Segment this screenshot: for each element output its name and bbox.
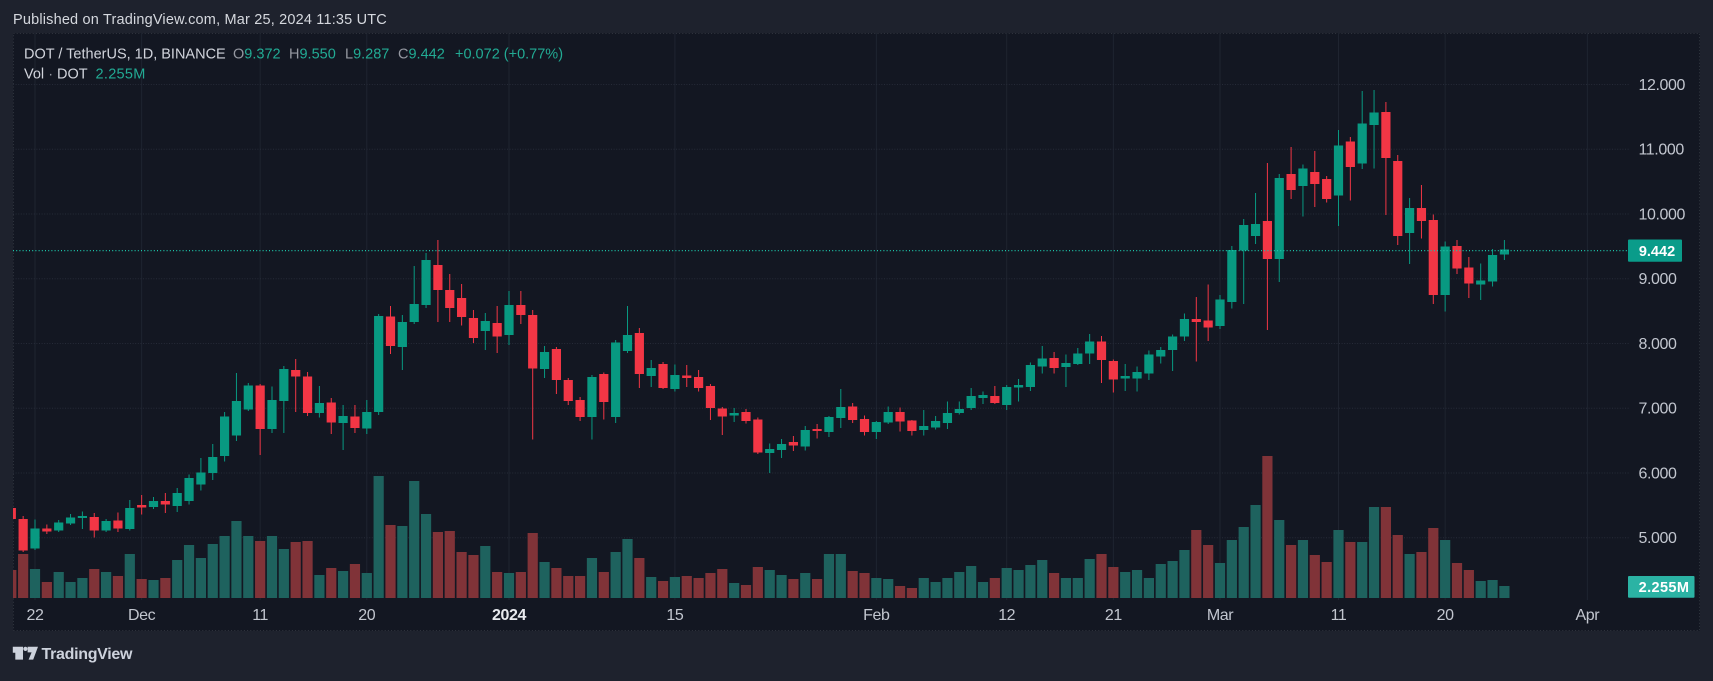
svg-text:8.000: 8.000 (1639, 336, 1678, 353)
svg-text:15: 15 (666, 607, 683, 624)
svg-text:11: 11 (1331, 607, 1347, 624)
svg-text:11: 11 (252, 607, 268, 624)
svg-text:2024: 2024 (492, 607, 526, 624)
svg-text:DOT / TetherUS, 1D, BINANCE: DOT / TetherUS, 1D, BINANCE (24, 47, 226, 63)
svg-text:9.000: 9.000 (1639, 271, 1678, 288)
svg-text:21: 21 (1105, 607, 1122, 624)
svg-text:L9.287: L9.287 (345, 47, 389, 63)
svg-text:Vol · DOT: Vol · DOT (24, 67, 88, 83)
svg-text:20: 20 (1437, 607, 1454, 624)
svg-text:5.000: 5.000 (1639, 530, 1678, 547)
svg-text:2.255M: 2.255M (96, 67, 146, 83)
svg-text:Mar: Mar (1207, 607, 1234, 624)
svg-text:22: 22 (27, 607, 44, 624)
svg-text:12.000: 12.000 (1639, 77, 1686, 94)
svg-text:Feb: Feb (863, 607, 890, 624)
svg-text:20: 20 (358, 607, 375, 624)
svg-text:Apr: Apr (1575, 607, 1600, 624)
svg-text:9.442: 9.442 (1639, 244, 1675, 260)
svg-text:12: 12 (998, 607, 1015, 624)
svg-text:C9.442: C9.442 (398, 47, 445, 63)
svg-text:11.000: 11.000 (1639, 142, 1685, 159)
svg-text:2.255M: 2.255M (1639, 580, 1690, 596)
svg-text:10.000: 10.000 (1639, 206, 1686, 223)
svg-text:H9.550: H9.550 (289, 47, 336, 63)
svg-text:Published on TradingView.com,: Published on TradingView.com, Mar 25, 20… (13, 12, 387, 28)
svg-text:7.000: 7.000 (1639, 401, 1678, 418)
svg-text:+0.072 (+0.77%): +0.072 (+0.77%) (455, 47, 563, 63)
svg-text:O9.372: O9.372 (233, 47, 281, 63)
svg-text:Dec: Dec (128, 607, 156, 624)
svg-text:6.000: 6.000 (1639, 465, 1678, 482)
svg-text:TradingView: TradingView (42, 646, 134, 663)
